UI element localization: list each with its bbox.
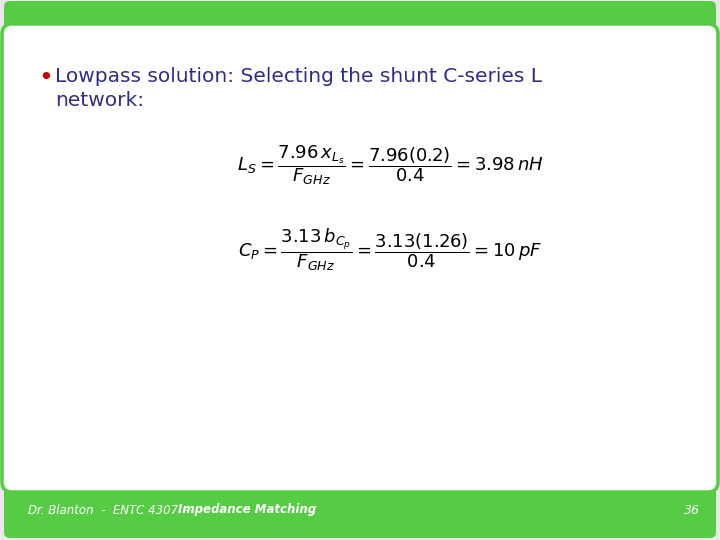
Text: Impedance Matching: Impedance Matching bbox=[178, 503, 316, 516]
Text: $L_S = \dfrac{7.96\,x_{L_s}}{F_{GHz}} = \dfrac{7.96(0.2)}{0.4} = 3.98\,nH$: $L_S = \dfrac{7.96\,x_{L_s}}{F_{GHz}} = … bbox=[237, 143, 544, 187]
Text: Lowpass solution: Selecting the shunt C-series L: Lowpass solution: Selecting the shunt C-… bbox=[55, 66, 542, 85]
FancyBboxPatch shape bbox=[2, 24, 718, 492]
Text: network:: network: bbox=[55, 91, 144, 110]
Text: $C_P = \dfrac{3.13\,b_{C_p}}{F_{GHz}} = \dfrac{3.13(1.26)}{0.4} = 10\,pF$: $C_P = \dfrac{3.13\,b_{C_p}}{F_{GHz}} = … bbox=[238, 227, 542, 273]
Text: •: • bbox=[38, 66, 53, 90]
Text: Dr. Blanton  -  ENTC 4307  -: Dr. Blanton - ENTC 4307 - bbox=[28, 503, 197, 516]
FancyBboxPatch shape bbox=[4, 1, 716, 51]
Text: 36: 36 bbox=[684, 503, 700, 516]
FancyBboxPatch shape bbox=[4, 482, 716, 538]
